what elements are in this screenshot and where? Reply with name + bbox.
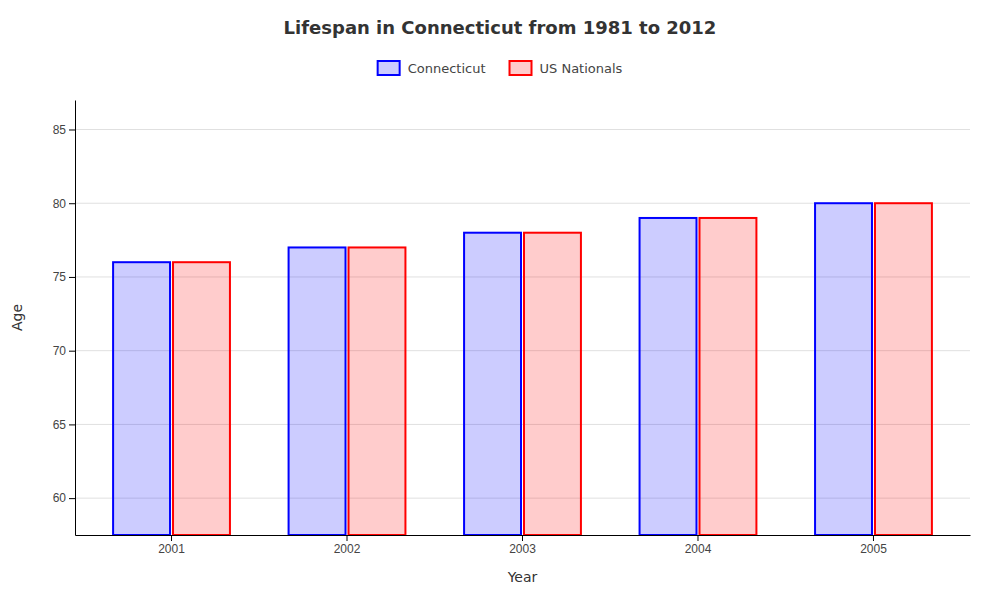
tick-mark	[69, 351, 75, 352]
tick: 70	[53, 344, 75, 358]
axis-line	[75, 101, 76, 536]
legend-label: US Nationals	[540, 61, 623, 76]
legend-item: US Nationals	[510, 61, 623, 76]
tick-mark	[69, 498, 75, 499]
x-axis: 2001 2002 2003 2004 2005	[76, 535, 971, 556]
bar	[464, 233, 521, 535]
series	[113, 203, 872, 535]
plot: 60 65 70 75 80 85 2001 2002 2003 2004 2005	[53, 101, 971, 556]
tick-mark	[522, 535, 523, 541]
grid-line	[75, 129, 970, 130]
tick-label: 70	[53, 344, 67, 358]
tick-label: 85	[53, 123, 67, 137]
tick: 75	[53, 270, 75, 284]
bars	[113, 203, 932, 535]
tick-mark	[69, 129, 75, 130]
title: Lifespan in Connecticut from 1981 to 201…	[284, 17, 717, 38]
x-axis-title: Year	[507, 569, 538, 585]
bar	[875, 203, 932, 535]
series	[173, 203, 932, 535]
y-axis-title: Age	[9, 304, 25, 331]
bar	[640, 218, 697, 535]
tick: 2002	[334, 535, 361, 556]
tick-label: 65	[53, 418, 67, 432]
bar	[349, 247, 406, 535]
tick: 80	[53, 197, 75, 211]
bar	[699, 218, 756, 535]
legend: Connecticut US Nationals	[378, 61, 623, 76]
tick-mark	[69, 203, 75, 204]
legend-swatch	[378, 61, 400, 75]
tick-label: 2001	[158, 542, 185, 556]
tick: 2001	[158, 535, 185, 556]
legend-item: Connecticut	[378, 61, 486, 76]
bar	[289, 247, 346, 535]
legend-label: Connecticut	[408, 61, 486, 76]
tick-label: 60	[53, 491, 67, 505]
bar	[524, 233, 581, 535]
tick-label: 2005	[860, 542, 887, 556]
legend-swatch	[510, 61, 532, 75]
tick: 2003	[509, 535, 536, 556]
tick-mark	[69, 277, 75, 278]
tick-mark	[697, 535, 698, 541]
tick: 85	[53, 123, 75, 137]
tick-mark	[873, 535, 874, 541]
bar	[173, 262, 230, 535]
tick-mark	[69, 424, 75, 425]
tick-mark	[347, 535, 348, 541]
tick: 60	[53, 491, 75, 505]
tick: 2004	[685, 535, 712, 556]
bar	[815, 203, 872, 535]
tick-label: 2003	[509, 542, 536, 556]
tick: 65	[53, 418, 75, 432]
tick-label: 80	[53, 197, 67, 211]
tick-mark	[171, 535, 172, 541]
bar	[113, 262, 170, 535]
chart: 60 65 70 75 80 85 2001 2002 2003 2004 2005 Year Age L…	[0, 0, 1000, 600]
tick-label: 2002	[334, 542, 361, 556]
tick-label: 2004	[685, 542, 712, 556]
tick: 2005	[860, 535, 887, 556]
y-axis: 60 65 70 75 80 85	[53, 101, 76, 536]
tick-label: 75	[53, 270, 67, 284]
